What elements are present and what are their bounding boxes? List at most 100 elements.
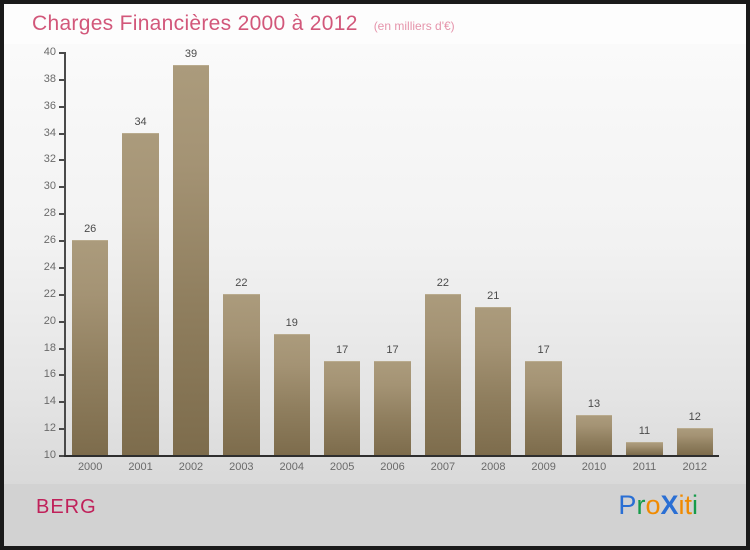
y-axis-tick-mark [59, 374, 64, 377]
chart-footer: BERG ProXiti [4, 484, 746, 546]
chart-header: Charges Financières 2000 à 2012 (en mill… [4, 4, 746, 44]
y-axis-tick-mark [59, 159, 64, 162]
bar-2005[interactable] [323, 360, 361, 455]
y-axis-tick-label: 36 [43, 99, 56, 112]
bar-2001[interactable] [122, 132, 159, 455]
bar-2009[interactable] [525, 360, 562, 455]
y-axis-tick-label: 24 [43, 260, 56, 273]
y-axis-tick-label: 34 [43, 126, 56, 139]
logo-letter: X [660, 490, 679, 520]
plot-area: 10 12 14 16 18 20 22 24 26 28 30 32 34 36 38 40 26 2000 3… [44, 46, 720, 473]
city-label: BERG [36, 496, 97, 518]
bar-group: 22 2003 [216, 52, 266, 473]
y-axis-tick-mark [59, 52, 64, 54]
logo-letter: P [618, 490, 637, 520]
logo-letter: r [636, 490, 646, 520]
y-axis-tick-label: 10 [43, 449, 56, 461]
bar-value-label: 22 [235, 276, 248, 289]
x-axis-tick-label: 2009 [531, 461, 556, 473]
x-axis-tick-label: 2003 [229, 461, 254, 473]
logo-letter: o [645, 490, 661, 520]
x-axis-tick-label: 2006 [380, 461, 405, 473]
y-axis-tick-mark [59, 401, 64, 404]
y-axis-tick-label: 26 [43, 234, 56, 247]
bar-group: 12 2012 [670, 52, 720, 473]
bar-value-label: 19 [285, 317, 298, 330]
bar-group: 34 2001 [115, 52, 165, 473]
bar-value-label: 26 [84, 223, 97, 236]
bar-group: 11 2011 [619, 52, 669, 473]
y-axis-tick-label: 14 [43, 395, 56, 408]
y-axis-tick-mark [59, 293, 64, 296]
chart-canvas: 10 12 14 16 18 20 22 24 26 28 30 32 34 36 38 40 26 2000 3… [4, 44, 746, 484]
x-axis-tick-label: 2012 [682, 461, 708, 473]
bar-value-label: 39 [184, 48, 198, 61]
bar-2006[interactable] [374, 360, 411, 455]
bar-group: 17 2006 [367, 52, 417, 473]
bar-2010[interactable] [575, 414, 613, 455]
y-axis-tick-mark [59, 213, 64, 216]
y-axis-tick-mark [59, 186, 64, 189]
bar-group: 13 2010 [569, 52, 619, 473]
y-axis-tick-label: 16 [43, 368, 56, 381]
y-axis-tick-mark [59, 320, 64, 323]
chart-subtitle: (en milliers d'€) [373, 19, 455, 33]
page-title: Charges Financières 2000 à 2012 [32, 12, 358, 35]
proxiti-logo[interactable]: ProXiti [618, 490, 698, 521]
bar-value-label: 34 [134, 115, 147, 128]
bar-2012[interactable] [676, 428, 713, 455]
y-axis-tick-label: 18 [43, 341, 56, 354]
bar-value-label: 17 [386, 343, 399, 356]
bar-value-label: 17 [335, 343, 349, 356]
y-axis-tick-mark [59, 428, 64, 431]
x-axis-tick-label: 2002 [178, 461, 204, 473]
y-axis-tick-mark [59, 78, 64, 81]
y-axis-tick-mark [59, 266, 64, 269]
bar-group: 17 2005 [317, 52, 367, 473]
y-axis-tick-label: 22 [43, 287, 56, 300]
bar-2000[interactable] [72, 240, 109, 455]
y-axis-tick-label: 40 [43, 46, 56, 58]
y-axis-tick-label: 12 [43, 422, 56, 435]
bar-group: 19 2004 [267, 52, 317, 473]
x-axis-tick-label: 2011 [632, 461, 657, 473]
logo-letter: i [678, 490, 685, 520]
bar-group: 17 2009 [518, 52, 568, 473]
y-axis-tick-mark [59, 105, 64, 108]
bar-group: 26 2000 [65, 52, 115, 473]
y-axis-tick-mark [59, 347, 64, 350]
bar-2002[interactable] [172, 65, 210, 455]
y-axis-tick-label: 32 [43, 153, 56, 166]
bar-2004[interactable] [273, 334, 310, 455]
y-axis-line [64, 52, 66, 455]
x-axis-tick-label: 2007 [430, 461, 456, 473]
bar-value-label: 11 [638, 424, 651, 437]
bar-value-label: 21 [487, 290, 500, 303]
y-axis-tick-mark [59, 132, 64, 135]
logo-letter: i [692, 490, 698, 520]
bar-2008[interactable] [475, 307, 512, 455]
bar-value-label: 12 [688, 411, 701, 424]
y-axis-tick-label: 30 [43, 180, 56, 193]
bar-value-label: 17 [537, 343, 550, 356]
y-axis-tick-label: 20 [43, 314, 56, 327]
y-axis-tick-label: 28 [43, 207, 56, 220]
x-axis-tick-label: 2008 [481, 461, 506, 473]
x-axis-tick-label: 2000 [77, 461, 103, 473]
bar-2007[interactable] [424, 293, 462, 455]
x-axis-line [64, 455, 719, 457]
bar-2011[interactable] [626, 441, 663, 455]
y-axis-tick-label: 38 [43, 72, 56, 85]
bar-value-label: 22 [436, 276, 449, 289]
x-axis-tick-label: 2010 [581, 461, 607, 473]
y-axis-tick-mark [59, 240, 64, 243]
bar-2003[interactable] [223, 293, 260, 455]
x-axis-tick-label: 2001 [128, 461, 153, 473]
bar-group: 22 2007 [418, 52, 468, 473]
x-axis-tick-label: 2004 [279, 461, 304, 473]
bar-group: 21 2008 [468, 52, 518, 473]
y-axis-tick-mark [59, 455, 64, 457]
logo-letter: t [684, 490, 692, 520]
x-axis-tick-label: 2005 [329, 461, 355, 473]
